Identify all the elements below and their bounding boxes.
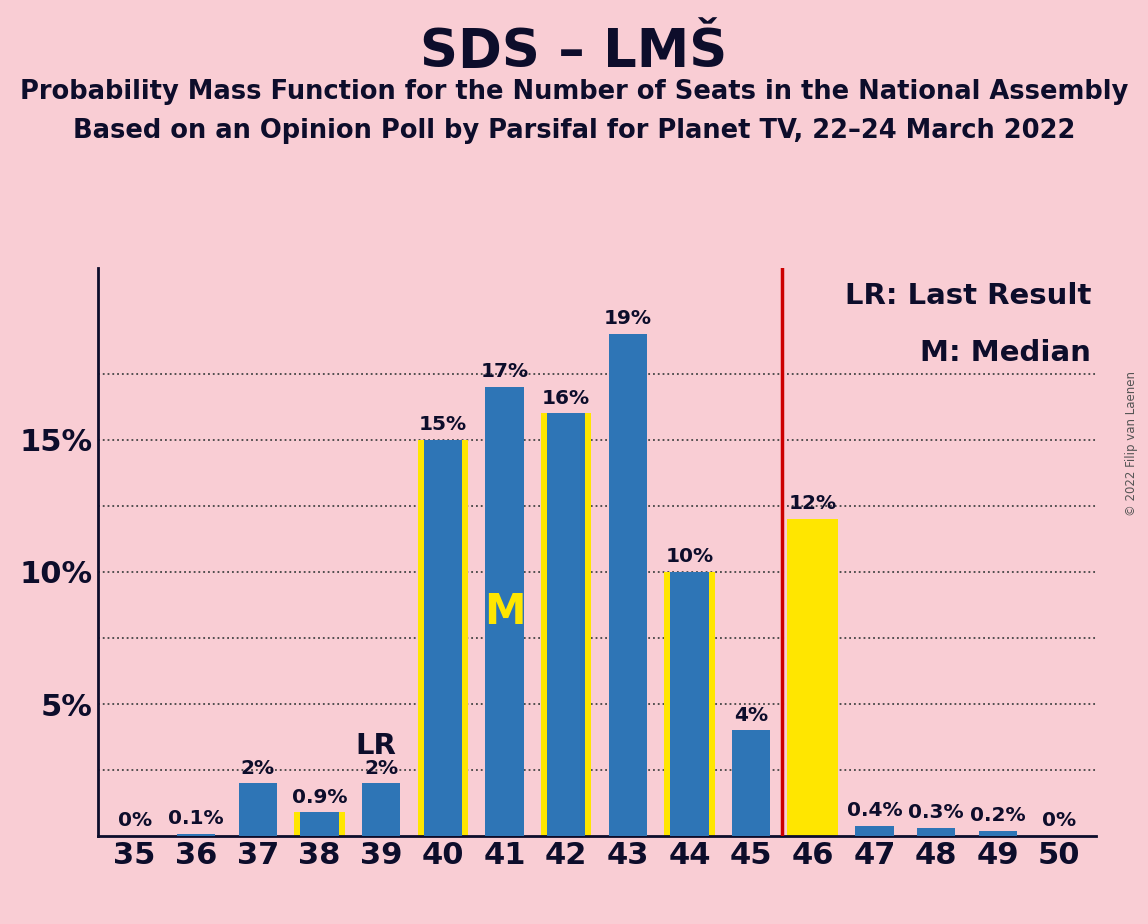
Text: 0.1%: 0.1% [169,808,224,828]
Bar [665,572,715,836]
Bar [788,519,838,836]
Text: SDS – LMŠ: SDS – LMŠ [420,26,728,78]
Bar [301,812,339,836]
Text: 15%: 15% [419,415,467,434]
Bar [732,731,770,836]
Text: M: Median: M: Median [921,339,1092,367]
Text: Probability Mass Function for the Number of Seats in the National Assembly: Probability Mass Function for the Number… [20,79,1128,104]
Text: 16%: 16% [542,388,590,407]
Bar [486,387,523,836]
Text: Based on an Opinion Poll by Parsifal for Planet TV, 22–24 March 2022: Based on an Opinion Poll by Parsifal for… [72,118,1076,144]
Bar [546,413,585,836]
Text: 0.4%: 0.4% [846,801,902,820]
Text: 0.3%: 0.3% [908,804,964,822]
Text: 4%: 4% [734,706,768,724]
Bar [418,440,468,836]
Text: LR: LR [355,732,396,760]
Bar [855,826,893,836]
Text: M: M [483,590,526,633]
Bar [978,831,1017,836]
Text: 0%: 0% [117,811,152,831]
Text: LR: Last Result: LR: Last Result [845,282,1092,310]
Text: 2%: 2% [241,759,274,777]
Text: 10%: 10% [666,547,714,566]
Bar [177,833,216,836]
Bar [608,334,646,836]
Text: © 2022 Filip van Laenen: © 2022 Filip van Laenen [1125,371,1138,516]
Text: 17%: 17% [480,362,528,381]
Bar [294,812,344,836]
Bar [239,784,277,836]
Bar [541,413,591,836]
Bar [670,572,708,836]
Bar [362,784,401,836]
Text: 19%: 19% [604,310,652,328]
Text: 0%: 0% [1042,811,1077,831]
Text: 0.2%: 0.2% [970,806,1025,825]
Text: 12%: 12% [789,494,837,513]
Text: 0.9%: 0.9% [292,787,348,807]
Text: 2%: 2% [364,759,398,777]
Bar [424,440,461,836]
Bar [917,828,955,836]
